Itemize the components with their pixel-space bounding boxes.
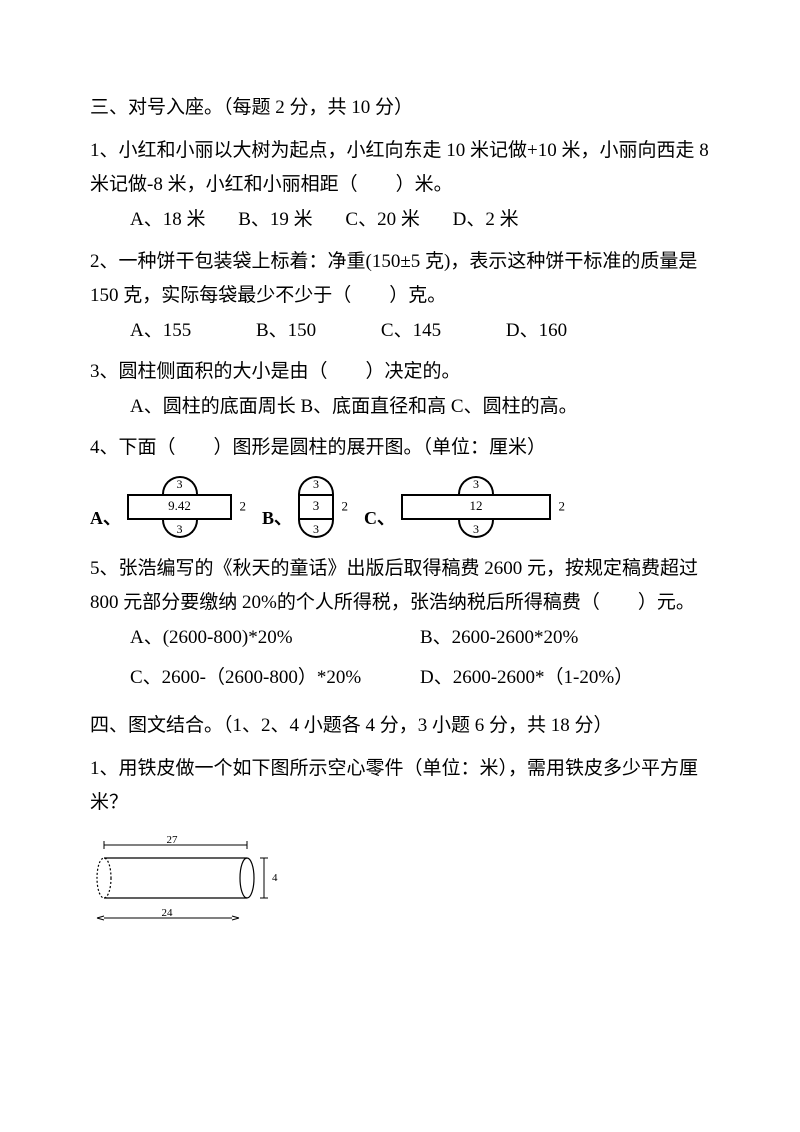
fig-b-bottom-circle: 3 [298, 520, 334, 538]
s4-question-1: 1、用铁皮做一个如下图所示空心零件（单位：米），需用铁皮多少平方厘米？ 27 4 [90, 752, 710, 945]
fig-b-top-circle: 3 [298, 476, 334, 494]
cylinder-diagram: 27 4 24 [92, 833, 710, 946]
figure-b: B、 3 3 2 3 [262, 476, 334, 538]
q2-opt-c: C、145 [381, 320, 441, 341]
q5-opt-a: A、(2600-800)*20% [130, 620, 420, 656]
q5-opt-b: B、2600-2600*20% [420, 620, 710, 656]
fig-a-bottom-circle: 3 [162, 520, 198, 538]
q3-text: 3、圆柱侧面积的大小是由（ ）决定的。 [90, 355, 710, 389]
fig-c-label: C、 [364, 501, 395, 535]
fig-c-bottom-circle: 3 [458, 520, 494, 538]
fig-b-side-label: 2 [342, 494, 349, 519]
section-4-header: 四、图文结合。（1、2、4 小题各 4 分，3 小题 6 分，共 18 分） [90, 708, 710, 744]
fig-c-rect: 12 2 [401, 494, 551, 520]
q4-figures: A、 3 9.42 2 3 B、 3 3 2 3 C、 [90, 476, 710, 538]
fig-b-label: B、 [262, 501, 292, 535]
q1-opt-d: D、2 米 [453, 209, 519, 230]
fig-c-side-label: 2 [559, 494, 566, 519]
question-2: 2、一种饼干包装袋上标着：净重(150±5 克)，表示这种饼干标准的质量是 15… [90, 245, 710, 349]
q2-opt-d: D、160 [506, 320, 567, 341]
fig-b-rect: 3 2 [298, 494, 334, 520]
fig-c-top-circle: 3 [458, 476, 494, 494]
q2-opt-b: B、150 [256, 320, 316, 341]
q5-options: A、(2600-800)*20% B、2600-2600*20% C、2600-… [90, 620, 710, 700]
q4-text: 4、下面（ ）图形是圆柱的展开图。（单位：厘米） [90, 431, 710, 465]
q1-opt-c: C、20 米 [345, 209, 419, 230]
q2-text: 2、一种饼干包装袋上标着：净重(150±5 克)，表示这种饼干标准的质量是 15… [90, 245, 710, 313]
diagram-right-height: 4 [272, 872, 278, 884]
question-5: 5、张浩编写的《秋天的童话》出版后取得稿费 2600 元，按规定稿费超过 800… [90, 552, 710, 701]
fig-a-rect: 9.42 2 [127, 494, 232, 520]
q1-opt-b: B、19 米 [238, 209, 312, 230]
q1-text: 1、小红和小丽以大树为起点，小红向东走 10 米记做+10 米，小丽向西走 8 … [90, 134, 710, 202]
question-4: 4、下面（ ）图形是圆柱的展开图。（单位：厘米） A、 3 9.42 2 3 B… [90, 431, 710, 537]
q5-opt-d: D、2600-2600*（1-20%） [420, 660, 710, 696]
s4-q1-text: 1、用铁皮做一个如下图所示空心零件（单位：米），需用铁皮多少平方厘米？ [90, 752, 710, 820]
q1-options: A、18 米 B、19 米 C、20 米 D、2 米 [90, 202, 710, 238]
section-3-header: 三、对号入座。（每题 2 分，共 10 分） [90, 90, 710, 126]
question-1: 1、小红和小丽以大树为起点，小红向东走 10 米记做+10 米，小丽向西走 8 … [90, 134, 710, 238]
q2-opt-a: A、155 [130, 320, 191, 341]
fig-a-top-circle: 3 [162, 476, 198, 494]
q3-options: A、圆柱的底面周长 B、底面直径和高 C、圆柱的高。 [90, 389, 710, 425]
q5-opt-c: C、2600-（2600-800）*20% [130, 660, 420, 696]
q5-text: 5、张浩编写的《秋天的童话》出版后取得稿费 2600 元，按规定稿费超过 800… [90, 552, 710, 620]
fig-a-side-label: 2 [240, 494, 247, 519]
q1-opt-a: A、18 米 [130, 209, 205, 230]
figure-c: C、 3 12 2 3 [364, 476, 551, 538]
diagram-top-length: 27 [167, 834, 179, 846]
diagram-bottom-length: 24 [162, 907, 174, 919]
figure-a: A、 3 9.42 2 3 [90, 476, 232, 538]
question-3: 3、圆柱侧面积的大小是由（ ）决定的。 A、圆柱的底面周长 B、底面直径和高 C… [90, 355, 710, 425]
q2-options: A、155 B、150 C、145 D、160 [90, 313, 710, 349]
fig-a-label: A、 [90, 501, 121, 535]
q3-opt-a: A、圆柱的底面周长 B、底面直径和高 C、圆柱的高。 [130, 396, 578, 417]
